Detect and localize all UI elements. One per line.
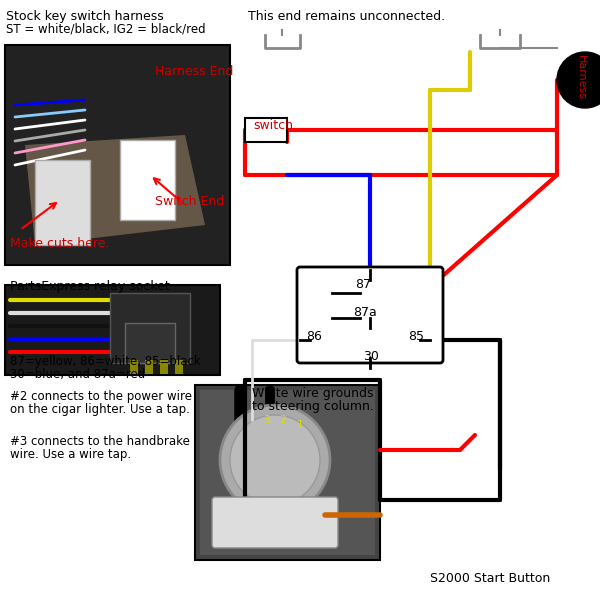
Text: Make cuts here.: Make cuts here. (10, 237, 110, 250)
Text: #2 connects to the power wire: #2 connects to the power wire (10, 390, 192, 403)
Text: 2: 2 (280, 415, 287, 425)
Text: 87: 87 (355, 278, 371, 291)
Circle shape (220, 405, 330, 515)
Bar (125, 323, 175, 363)
Text: This end remains unconnected.: This end remains unconnected. (248, 10, 445, 23)
Circle shape (230, 415, 320, 505)
FancyBboxPatch shape (297, 267, 443, 363)
Text: 30=blue, and 87a=red: 30=blue, and 87a=red (10, 368, 145, 381)
Bar (110, 293, 190, 363)
Text: 3: 3 (263, 415, 271, 425)
Bar (120, 140, 175, 220)
Bar (130, 360, 138, 374)
Text: Harness End: Harness End (155, 65, 233, 78)
Text: S2000 Start Button: S2000 Start Button (430, 572, 550, 585)
Bar (175, 360, 183, 374)
Text: wire. Use a wire tap.: wire. Use a wire tap. (10, 448, 131, 461)
Bar (5, 285, 220, 375)
Text: Stock key switch harness: Stock key switch harness (6, 10, 164, 23)
Text: 30: 30 (363, 350, 379, 363)
Text: 87a: 87a (353, 306, 377, 319)
Polygon shape (25, 135, 205, 245)
Text: 87=yellow, 86=white, 85=black: 87=yellow, 86=white, 85=black (10, 355, 201, 368)
Bar (195, 385, 380, 560)
Text: 85: 85 (408, 330, 424, 343)
Circle shape (557, 52, 600, 108)
Text: switch: switch (253, 119, 293, 132)
Text: PartsExpress relay socket: PartsExpress relay socket (10, 280, 170, 293)
Text: Harness: Harness (576, 55, 586, 100)
Text: 1: 1 (296, 420, 304, 430)
Bar (5, 45, 230, 265)
Text: White wire grounds: White wire grounds (252, 387, 373, 400)
Text: to steering column.: to steering column. (252, 400, 374, 413)
FancyBboxPatch shape (212, 497, 338, 548)
Text: on the cigar lighter. Use a tap.: on the cigar lighter. Use a tap. (10, 403, 190, 416)
Bar (245, 118, 287, 142)
Text: Switch End: Switch End (155, 195, 224, 208)
Bar (35, 160, 90, 245)
Bar (145, 360, 153, 374)
Bar (160, 360, 168, 374)
Text: ST = white/black, IG2 = black/red: ST = white/black, IG2 = black/red (6, 22, 206, 35)
Text: 86: 86 (306, 330, 322, 343)
Bar (200, 390, 375, 555)
Text: #3 connects to the handbrake: #3 connects to the handbrake (10, 435, 190, 448)
